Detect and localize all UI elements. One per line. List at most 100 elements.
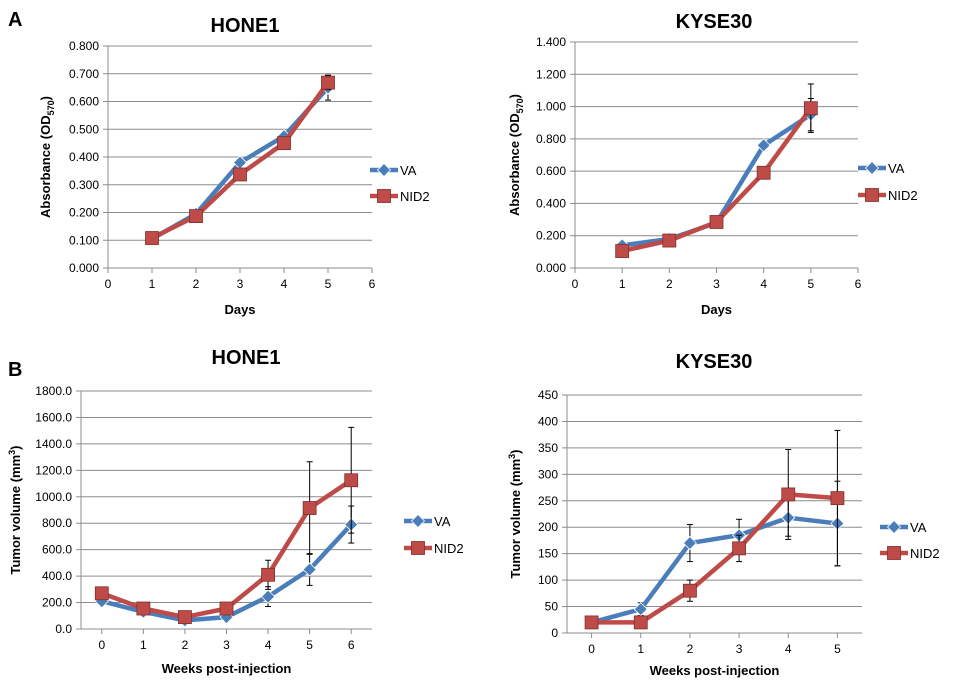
x-tick-label: 4 [785,642,792,656]
chart-title: KYSE30 [676,351,753,373]
x-tick-label: 2 [182,638,189,652]
y-tick-label: 1.200 [536,67,566,81]
legend-marker [865,188,879,202]
panel-label-b: B [8,359,22,381]
legend-item-nid2: NID2 [404,541,464,556]
data-point [302,501,317,515]
data-point [756,165,771,180]
series-va [144,74,336,246]
y-tick-label: 300 [538,467,558,481]
x-tick-label: 5 [325,277,332,291]
legend-label: NID2 [434,541,464,556]
data-point [615,244,630,258]
y-axis-title: Absorbance (OD570) [38,96,56,218]
x-tick-label: 1 [140,638,147,652]
y-tick-label: 0.600 [69,95,99,109]
legend-label: VA [910,520,927,535]
chart-title: HONE1 [211,15,280,37]
legend-label: VA [888,161,905,176]
x-tick-label: 6 [348,638,355,652]
x-axis-title: Days [224,302,255,317]
x-tick-label: 2 [687,642,694,656]
data-point [233,167,247,182]
x-axis-title: Weeks post-injection [162,661,292,676]
legend-item-va: VA [404,513,451,529]
y-tick-label: 1000.0 [35,490,72,504]
y-tick-label: 400.0 [42,569,72,583]
data-point [261,589,276,604]
legend-marker [376,162,392,178]
data-point [277,136,291,151]
legend-marker [377,189,391,203]
y-tick-label: 0.400 [69,150,99,164]
data-point [302,562,317,577]
x-tick-label: 5 [807,277,814,291]
y-tick-label: 200.0 [42,596,72,610]
x-tick-label: 4 [265,638,272,652]
legend-label: NID2 [400,189,430,204]
y-tick-label: 0.800 [69,39,99,53]
legend-item-va: VA [370,162,417,178]
y-tick-label: 150 [538,547,558,561]
x-tick-label: 0 [588,642,595,656]
data-point [344,473,359,488]
y-tick-label: 400 [538,414,558,428]
x-tick-label: 3 [223,638,230,652]
data-point [709,215,724,229]
y-tick-label: 0.600 [536,164,566,178]
legend-item-nid2: NID2 [858,188,918,203]
data-point [178,610,192,624]
x-tick-label: 4 [760,277,767,291]
y-tick-label: 0 [551,626,558,640]
y-tick-label: 1800.0 [35,384,72,398]
data-point [145,231,159,245]
data-point [830,491,845,506]
y-tick-label: 0.200 [536,229,566,243]
legend-label: VA [400,163,417,178]
data-point [662,233,677,248]
legend-item-va: VA [880,519,927,535]
x-tick-label: 2 [666,277,673,291]
y-tick-label: 450 [538,388,558,402]
series-nid2 [584,429,845,630]
series-line [590,515,838,625]
chart-kyse30-tumor-volume: KYSE30 0 50 100 150 200 250 300 350 400 450 0 1 2 3 4 5 W… [507,351,940,678]
x-tick-label: 1 [149,277,156,291]
x-tick-label: 0 [572,277,579,291]
series-line [591,492,838,625]
series-nid2 [145,75,335,245]
y-tick-label: 200 [538,520,558,534]
y-tick-label: 1600.0 [35,410,72,424]
y-tick-label: 0.300 [69,178,99,192]
x-tick-label: 1 [637,642,644,656]
legend-marker [886,519,902,535]
legend-marker [410,513,426,529]
y-tick-label: 0.000 [536,261,566,275]
x-tick-label: 5 [834,642,841,656]
legend-item-va: VA [858,160,905,176]
x-tick-label: 0 [105,277,112,291]
y-axis-title: Tumor volume (mm3) [507,449,523,578]
x-tick-label: 4 [281,277,288,291]
legend-marker [887,546,901,560]
series-va [584,480,845,630]
x-tick-label: 1 [619,277,626,291]
x-tick-label: 3 [713,277,720,291]
y-tick-label: 1400.0 [35,437,72,451]
data-point [633,615,648,630]
data-point [756,138,771,153]
data-point [219,601,234,616]
y-tick-label: 600.0 [42,543,72,557]
y-tick-label: 0.400 [536,196,566,210]
data-point [803,101,818,116]
chart-title: HONE1 [212,347,281,369]
y-tick-label: 50 [545,600,559,614]
y-tick-label: 1200.0 [35,463,72,477]
x-tick-label: 5 [306,638,313,652]
x-tick-label: 0 [98,638,105,652]
legend-label: VA [434,514,451,529]
y-tick-label: 0.0 [55,622,72,636]
legend-label: NID2 [888,188,918,203]
series-line [101,478,353,620]
